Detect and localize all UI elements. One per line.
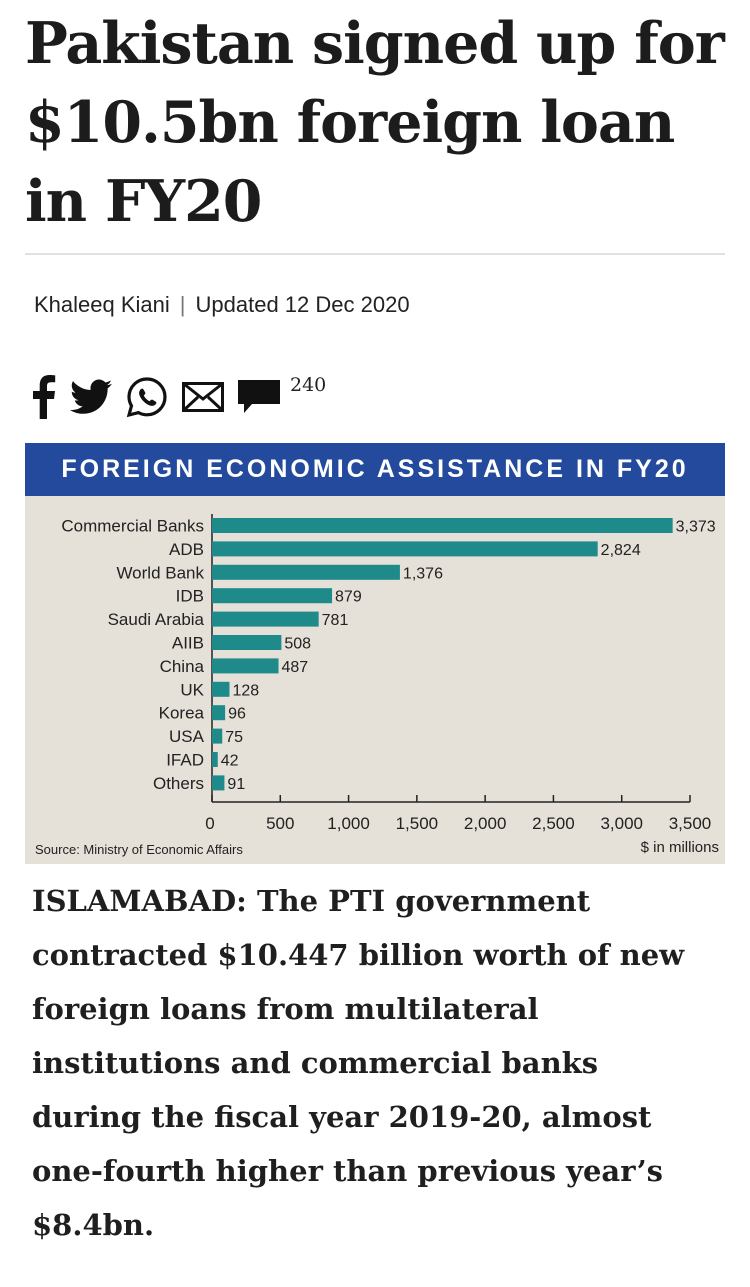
x-tick-label: 500 [266,814,294,833]
facebook-icon[interactable] [30,375,56,419]
unit-label: $ in millions [641,839,719,856]
data-label: 91 [227,776,245,793]
bar [212,752,218,767]
category-label: World Bank [116,563,204,582]
data-label: 96 [228,706,246,723]
data-label: 487 [282,659,309,676]
x-tick-label: 3,500 [669,814,712,833]
data-label: 879 [335,589,362,606]
comment-count[interactable]: 240 [290,374,327,396]
data-label: 1,376 [403,565,443,582]
data-label: 42 [221,753,239,770]
divider [25,253,725,255]
x-tick-label: 2,500 [532,814,575,833]
bar [212,705,226,721]
category-label: ADB [169,540,204,559]
category-label: Others [153,774,204,793]
bar [212,611,319,627]
data-label: 781 [322,612,349,629]
data-label: 128 [232,682,259,699]
category-label: IDB [176,587,204,606]
category-label: Commercial Banks [61,517,204,536]
bar [212,518,673,533]
category-label: Korea [159,704,205,723]
category-label: AIIB [172,634,204,653]
author-link[interactable]: Khaleeq Kiani [34,292,170,317]
byline: Khaleeq Kiani | Updated 12 Dec 2020 [34,292,410,318]
chart-title: FOREIGN ECONOMIC ASSISTANCE IN FY20 [61,455,689,483]
twitter-icon[interactable] [70,379,112,415]
data-label: 508 [284,636,311,653]
bar [212,728,223,744]
data-label: 2,824 [601,542,641,559]
article-body: ISLAMABAD: The PTI government contracted… [32,884,685,1242]
bar [212,564,400,580]
chart-source: Source: Ministry of Economic Affairs [35,842,243,857]
x-tick-label: 3,000 [600,814,643,833]
category-label: IFAD [166,751,204,770]
bar [212,588,333,604]
category-label: China [160,657,205,676]
category-label: USA [169,727,205,746]
email-icon[interactable] [182,382,224,412]
bar [212,541,598,557]
bar [212,775,225,791]
chart-title-band [25,443,725,496]
byline-separator: | [179,292,186,317]
chart: FOREIGN ECONOMIC ASSISTANCE IN FY20 Comm… [25,443,725,864]
x-tick-label: 1,000 [327,814,370,833]
x-tick-label: 0 [205,814,214,833]
bar-chart: Commercial Banks 3,373 ADB 2,824 World Bank 1… [35,514,719,857]
share-bar: 240 [30,372,330,422]
category-label: Saudi Arabia [108,610,205,629]
x-tick-label: 1,500 [396,814,439,833]
category-label: UK [180,680,204,699]
data-label: 3,373 [676,519,716,536]
comment-icon[interactable] [238,380,280,414]
bar [212,658,279,674]
updated-date: Updated 12 Dec 2020 [195,292,410,317]
bar [212,635,282,650]
x-tick-label: 2,000 [464,814,507,833]
bar [212,681,230,697]
headline: Pakistan signed up for $10.5bn foreign l… [25,10,725,235]
whatsapp-icon[interactable] [126,376,168,418]
data-label: 75 [225,729,243,746]
